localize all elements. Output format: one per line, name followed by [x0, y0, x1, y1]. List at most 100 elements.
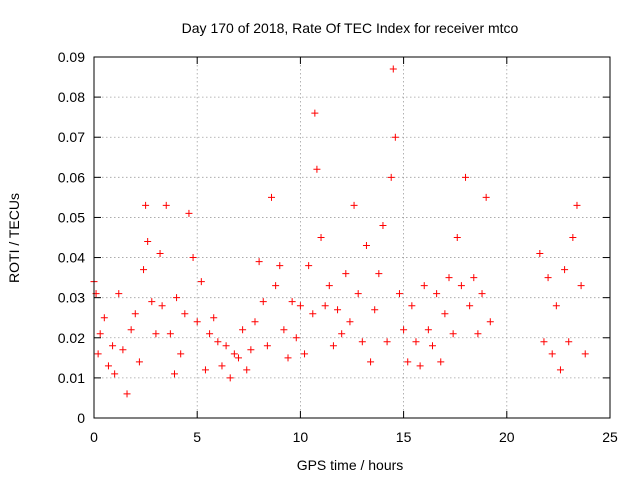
x-tick-label: 25	[602, 429, 618, 445]
data-point	[441, 310, 449, 318]
data-point	[234, 354, 242, 362]
data-point	[581, 350, 589, 358]
data-point	[140, 266, 148, 274]
data-point	[156, 250, 164, 258]
data-point	[317, 234, 325, 241]
data-point	[280, 326, 288, 334]
data-point	[577, 282, 585, 290]
data-point	[313, 165, 321, 173]
data-point	[362, 242, 370, 250]
data-point	[400, 326, 408, 334]
x-tick-label: 5	[193, 429, 201, 445]
data-point	[548, 350, 556, 358]
data-point	[387, 173, 395, 181]
data-point	[206, 330, 214, 338]
x-tick-label: 0	[90, 429, 98, 445]
data-point	[226, 374, 234, 382]
x-tick-label: 15	[396, 429, 412, 445]
data-point	[301, 350, 309, 358]
data-point	[111, 370, 119, 378]
data-point	[218, 362, 226, 370]
data-point	[346, 318, 354, 326]
data-point	[189, 254, 197, 262]
data-point	[104, 362, 112, 370]
data-point	[259, 298, 267, 306]
data-point	[338, 330, 346, 338]
data-point	[123, 390, 131, 398]
y-tick-label: 0.03	[58, 290, 85, 306]
data-point	[334, 306, 342, 314]
data-point	[478, 290, 486, 298]
data-point	[544, 274, 552, 282]
data-point	[428, 342, 436, 350]
data-point	[100, 314, 108, 322]
data-point	[486, 318, 494, 326]
data-point	[197, 278, 205, 286]
data-point	[142, 201, 150, 209]
data-point	[109, 342, 117, 350]
data-point	[375, 270, 383, 278]
data-point	[416, 362, 424, 370]
data-point	[445, 274, 453, 282]
data-point	[358, 338, 366, 346]
data-point	[247, 346, 255, 354]
data-point	[230, 350, 238, 358]
data-point	[115, 290, 123, 298]
data-point	[276, 262, 284, 270]
data-point	[268, 193, 276, 201]
axis-ticks	[93, 56, 611, 419]
y-tick-label: 0.02	[58, 330, 85, 346]
data-point	[482, 193, 490, 201]
data-point	[94, 350, 102, 358]
data-point	[201, 366, 209, 374]
y-tick-labels: 0 0.01 0.02 0.03 0.04 0.05 0.06 0.07 0.08 0.09	[58, 49, 85, 426]
y-tick-label: 0.08	[58, 89, 85, 105]
data-point	[170, 370, 178, 378]
data-point	[565, 338, 573, 346]
data-point	[466, 302, 474, 310]
data-point	[148, 298, 156, 306]
data-point	[379, 221, 387, 229]
data-point	[395, 290, 403, 298]
data-point	[144, 238, 152, 246]
data-point	[371, 306, 379, 314]
data-point	[350, 201, 358, 209]
data-point	[193, 318, 201, 326]
data-point	[325, 282, 333, 290]
y-tick-label: 0.04	[58, 250, 85, 266]
y-axis-title: ROTI / TECUs	[6, 193, 22, 283]
data-point	[210, 314, 218, 322]
data-point	[321, 302, 329, 310]
data-point	[309, 310, 317, 318]
data-point	[453, 234, 461, 241]
x-tick-label: 20	[499, 429, 515, 445]
data-points	[90, 65, 589, 398]
data-point	[412, 338, 420, 346]
data-point	[296, 302, 304, 310]
data-point	[177, 350, 185, 358]
data-point	[561, 266, 569, 274]
y-tick-label: 0.09	[58, 49, 85, 65]
data-point	[457, 282, 465, 290]
data-point	[305, 262, 313, 270]
data-point	[424, 326, 432, 334]
y-tick-label: 0	[77, 410, 85, 426]
data-point	[96, 330, 104, 338]
data-point	[470, 274, 478, 282]
data-point	[166, 330, 174, 338]
data-point	[255, 258, 263, 266]
data-point	[536, 250, 544, 258]
y-tick-label: 0.06	[58, 169, 85, 185]
data-point	[288, 298, 296, 306]
y-tick-label: 0.07	[58, 129, 85, 145]
data-point	[181, 310, 189, 318]
data-point	[329, 342, 337, 350]
chart-title: Day 170 of 2018, Rate Of TEC Index for r…	[182, 20, 519, 36]
data-point	[251, 318, 259, 326]
data-point	[214, 338, 222, 346]
gridlines	[94, 57, 610, 418]
data-point	[573, 201, 581, 209]
data-point	[127, 326, 135, 334]
y-tick-label: 0.01	[58, 370, 85, 386]
